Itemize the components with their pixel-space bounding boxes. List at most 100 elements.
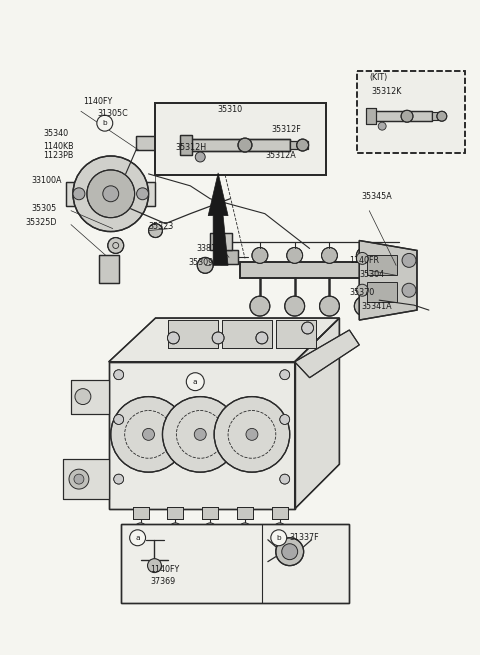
Circle shape [256, 332, 268, 344]
Circle shape [143, 428, 155, 440]
Polygon shape [208, 173, 228, 265]
Circle shape [274, 523, 286, 534]
Circle shape [69, 469, 89, 489]
Circle shape [437, 111, 447, 121]
Bar [272, 507, 288, 519]
Circle shape [111, 396, 186, 472]
Bar [210, 233, 232, 250]
Circle shape [148, 223, 162, 238]
Circle shape [75, 388, 91, 405]
Bar [202, 507, 218, 519]
Circle shape [134, 523, 146, 534]
Bar [156, 103, 326, 175]
Circle shape [197, 257, 213, 273]
Bar [168, 507, 183, 519]
Circle shape [246, 428, 258, 440]
Text: 35312H: 35312H [175, 143, 206, 151]
Polygon shape [109, 362, 295, 509]
Text: 35341A: 35341A [361, 301, 392, 310]
Text: b: b [276, 534, 281, 541]
Bar [132, 507, 148, 519]
Text: 1140FY: 1140FY [83, 97, 112, 106]
Text: a: a [193, 379, 198, 384]
Polygon shape [63, 459, 109, 499]
Circle shape [322, 248, 337, 263]
Circle shape [280, 474, 290, 484]
Circle shape [114, 370, 124, 380]
Circle shape [186, 373, 204, 390]
Text: 35309: 35309 [188, 258, 214, 267]
Text: 35310: 35310 [217, 105, 242, 114]
Circle shape [238, 138, 252, 152]
Bar [432, 112, 444, 121]
Bar [276, 320, 315, 348]
Bar [180, 135, 192, 155]
Text: 35340: 35340 [43, 128, 68, 138]
Text: 35345A: 35345A [361, 193, 392, 201]
Text: 35325D: 35325D [25, 218, 57, 227]
Bar [357, 71, 465, 153]
Text: 35312K: 35312K [371, 87, 402, 96]
Circle shape [287, 248, 302, 263]
Circle shape [239, 523, 251, 534]
Bar [66, 182, 156, 206]
Text: 35312F: 35312F [272, 124, 301, 134]
Text: 35370: 35370 [349, 288, 374, 297]
Bar [99, 255, 119, 283]
Bar [237, 507, 253, 519]
Bar [367, 282, 397, 302]
Polygon shape [71, 380, 109, 415]
Bar [290, 141, 308, 149]
Text: (KIT): (KIT) [369, 73, 387, 82]
Circle shape [250, 296, 270, 316]
Text: 35304: 35304 [360, 270, 384, 279]
Bar [240, 263, 394, 278]
Text: b: b [102, 120, 107, 126]
Circle shape [280, 415, 290, 424]
Polygon shape [295, 330, 360, 378]
Circle shape [114, 474, 124, 484]
Circle shape [169, 523, 181, 534]
Circle shape [271, 530, 287, 546]
Text: 35305: 35305 [31, 204, 57, 213]
Bar [220, 250, 238, 265]
Circle shape [74, 474, 84, 484]
Circle shape [195, 152, 205, 162]
Bar [374, 111, 432, 121]
Bar [374, 111, 432, 121]
Polygon shape [109, 318, 339, 362]
Circle shape [87, 170, 134, 217]
Polygon shape [360, 240, 417, 320]
Text: 31337F: 31337F [290, 533, 319, 542]
Bar [210, 233, 232, 250]
Bar [220, 250, 238, 265]
Bar [240, 263, 394, 278]
Text: a: a [135, 534, 140, 541]
Circle shape [356, 248, 372, 263]
Bar [120, 524, 349, 603]
Bar [190, 139, 290, 151]
Bar [132, 507, 148, 519]
Circle shape [402, 283, 416, 297]
Bar [120, 524, 349, 603]
Bar [136, 136, 157, 150]
Text: 1140FY: 1140FY [151, 565, 180, 574]
Bar [66, 182, 156, 206]
Circle shape [137, 188, 148, 200]
Circle shape [194, 428, 206, 440]
Polygon shape [295, 318, 339, 509]
Circle shape [252, 248, 268, 263]
Bar [222, 320, 272, 348]
Circle shape [130, 530, 145, 546]
Text: 35323: 35323 [148, 222, 174, 231]
Bar [237, 507, 253, 519]
Bar [367, 255, 397, 275]
Text: 33815E: 33815E [196, 244, 227, 253]
Bar [202, 507, 218, 519]
Circle shape [204, 523, 216, 534]
Circle shape [301, 322, 313, 334]
Text: 37369: 37369 [151, 577, 176, 586]
Circle shape [378, 122, 386, 130]
Bar [156, 103, 326, 175]
Circle shape [147, 559, 161, 572]
